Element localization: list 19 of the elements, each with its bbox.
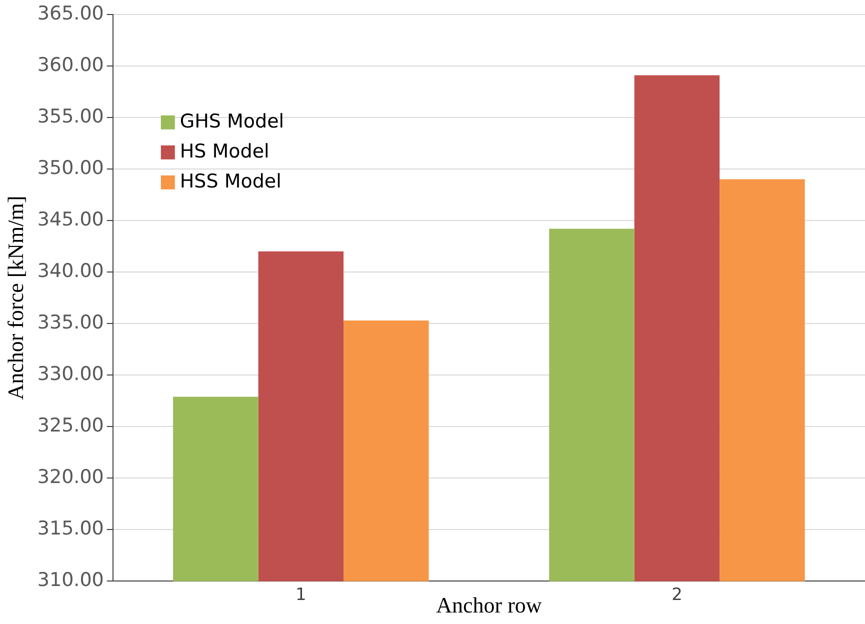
legend-label: HSS Model xyxy=(180,170,282,192)
x-tick-label: 2 xyxy=(672,584,682,605)
y-tick-label: 310.00 xyxy=(37,569,104,592)
y-tick-label: 345.00 xyxy=(37,208,104,230)
x-axis-title: Anchor row xyxy=(436,592,542,618)
y-tick-label: 365.00 xyxy=(37,2,104,24)
y-tick-label: 330.00 xyxy=(37,363,104,386)
legend-label: HS Model xyxy=(180,140,270,162)
x-tick-label: 1 xyxy=(295,584,306,605)
y-tick-label: 350.00 xyxy=(37,156,104,179)
legend-label: GHS Model xyxy=(180,110,284,132)
y-tick-label: 355.00 xyxy=(37,105,104,128)
y-tick-label: 360.00 xyxy=(37,54,104,76)
y-tick-label: 320.00 xyxy=(37,466,104,488)
y-axis-title: Anchor force [kNm/m] xyxy=(2,196,28,400)
y-tick-label: 325.00 xyxy=(37,414,104,437)
y-tick-label: 315.00 xyxy=(37,518,104,540)
y-tick-label: 335.00 xyxy=(37,312,104,334)
y-tick-label: 340.00 xyxy=(37,260,104,282)
